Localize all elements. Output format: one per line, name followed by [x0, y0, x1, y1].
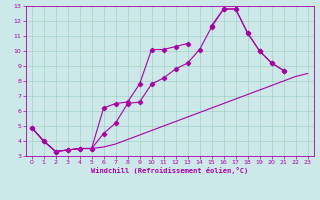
X-axis label: Windchill (Refroidissement éolien,°C): Windchill (Refroidissement éolien,°C)	[91, 167, 248, 174]
